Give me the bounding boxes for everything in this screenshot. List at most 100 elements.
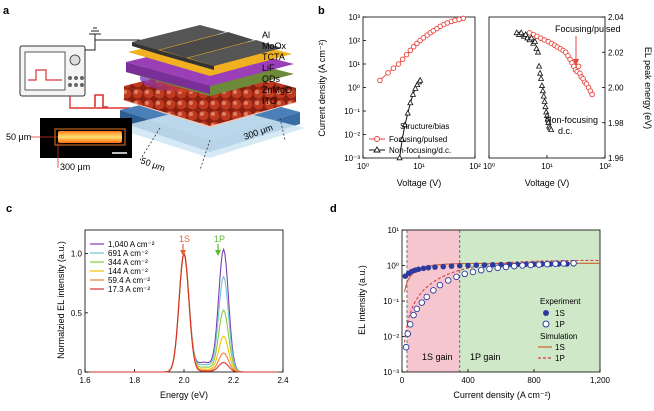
data-point-nonfocusing bbox=[518, 29, 525, 36]
data-point-1S bbox=[425, 264, 432, 271]
data-point-focusing bbox=[377, 77, 383, 84]
b-left-series bbox=[377, 15, 467, 161]
data-point-1P bbox=[404, 330, 412, 337]
wire-bottom bbox=[69, 96, 130, 109]
data-point-nonfocusing bbox=[398, 136, 406, 142]
data-point-nonfocusing bbox=[539, 87, 547, 94]
data-point-1S bbox=[415, 266, 422, 273]
data-point-nonfocusing bbox=[534, 48, 542, 55]
data-point-1P bbox=[410, 311, 417, 319]
d-legend-exp-1P: 1P bbox=[555, 320, 565, 329]
data-point-1P bbox=[461, 270, 468, 278]
x-tick-label: 10² bbox=[599, 162, 611, 171]
d-legend: Experiment 1S 1P Simulation 1S 1P bbox=[538, 297, 581, 363]
data-point-1S bbox=[473, 262, 480, 268]
legend-label: 344 A cm⁻² bbox=[108, 258, 148, 267]
b-right-label-focusing: Focusing/pulsed bbox=[555, 24, 621, 34]
b-right-label-dc: d.c. bbox=[558, 126, 573, 136]
x-tick-label: 1.8 bbox=[129, 376, 141, 385]
y-tick-label: 0.5 bbox=[71, 309, 83, 318]
y-tick-label: 1.96 bbox=[608, 154, 624, 163]
b-right-axes: 1.96 1.98 2.00 2.02 2.04 10⁰ 10¹ 10² bbox=[483, 13, 624, 171]
b-right-xlabel: Voltage (V) bbox=[525, 178, 570, 188]
d-axes: 0 400 800 1,200 10⁻³ 10⁻² 10⁻¹ 10⁰ 10¹ bbox=[383, 226, 610, 385]
y-tick-label: 2.04 bbox=[608, 13, 624, 22]
y-tick-label: 10⁻³ bbox=[383, 368, 399, 377]
c-peak-1P-arrowhead bbox=[215, 250, 221, 256]
x-tick-label: 10¹ bbox=[413, 162, 425, 171]
data-point-focusing bbox=[390, 65, 397, 71]
data-point-1S bbox=[448, 263, 455, 269]
d-legend-sim-1S: 1S bbox=[555, 343, 565, 352]
panel-c: c 1.6 1.8 2.0 2.2 2.4 0 0.5 1.0 Normalzied EL i… bbox=[6, 203, 289, 400]
dimension-50um-bottom: 50 μm bbox=[139, 155, 166, 173]
data-point-nonfocusing bbox=[542, 103, 549, 110]
data-point-1P bbox=[453, 273, 460, 281]
y-tick-label: 10⁻¹ bbox=[383, 297, 399, 306]
data-point-1P bbox=[413, 305, 421, 313]
layer-label: ZnMgO bbox=[262, 85, 292, 95]
x-tick-label: 0 bbox=[400, 376, 405, 385]
data-point-nonfocusing bbox=[407, 99, 414, 106]
data-point-nonfocusing bbox=[537, 75, 545, 81]
data-point-1S bbox=[456, 263, 463, 269]
data-point-1S bbox=[489, 261, 496, 268]
wire-top bbox=[85, 39, 140, 51]
data-point-nonfocusing bbox=[531, 38, 539, 44]
x-tick-label: 1.6 bbox=[79, 376, 91, 385]
data-point-nonfocusing bbox=[535, 62, 543, 69]
y-tick-label: 1.0 bbox=[71, 250, 83, 259]
x-tick-label: 400 bbox=[461, 376, 475, 385]
x-tick-label: 2.0 bbox=[178, 376, 190, 385]
layer-label: ITO bbox=[262, 96, 277, 106]
data-point-focusing bbox=[460, 15, 467, 22]
panel-d: d 0 400 800 1,200 10⁻³ 10⁻² 10⁻¹ 10⁰ 10¹ EL inte… bbox=[330, 203, 611, 400]
y-tick-label: 10⁻² bbox=[383, 333, 399, 342]
data-point-focusing bbox=[589, 91, 595, 98]
device-stack bbox=[115, 25, 305, 171]
data-point-nonfocusing bbox=[541, 97, 548, 104]
x-tick-label: 800 bbox=[527, 376, 541, 385]
data-point-nonfocusing bbox=[547, 126, 555, 133]
emission-micrograph bbox=[40, 118, 132, 158]
data-point-1P bbox=[486, 265, 493, 273]
b-left-legend: Structure/bias Focusing/pulsed Non-focus… bbox=[369, 122, 451, 155]
legend-label: 17.3 A cm⁻² bbox=[108, 285, 150, 294]
layer-label: LiF bbox=[262, 63, 275, 73]
c-axes: 1.6 1.8 2.0 2.2 2.4 0 0.5 1.0 bbox=[71, 250, 289, 385]
y-tick-label: 10⁻³ bbox=[344, 154, 360, 163]
panel-label-c: c bbox=[6, 203, 12, 215]
d-series bbox=[402, 259, 600, 351]
data-point-1P bbox=[407, 321, 414, 328]
data-point-1P bbox=[552, 260, 559, 268]
layer-label: QDs bbox=[262, 74, 281, 84]
dimension-300um-left: 300 μm bbox=[60, 162, 90, 172]
y-tick-label: 10⁰ bbox=[348, 84, 360, 93]
data-point-1P bbox=[423, 293, 431, 301]
region-1S-gain bbox=[406, 230, 460, 372]
panel-label-b: b bbox=[318, 5, 325, 17]
data-point-focusing bbox=[399, 56, 406, 62]
data-point-nonfocusing bbox=[409, 90, 417, 97]
region-1P-gain bbox=[459, 230, 600, 372]
data-point-focusing bbox=[575, 63, 582, 70]
data-point-focusing bbox=[385, 70, 391, 76]
y-tick-label: 10⁻¹ bbox=[344, 107, 360, 116]
data-point-nonfocusing bbox=[396, 154, 403, 161]
data-point-nonfocusing bbox=[536, 69, 544, 76]
data-point-1P bbox=[502, 263, 510, 271]
b-right-ylabel: EL peak energy (eV) bbox=[643, 47, 653, 129]
c-peak-1P-label: 1P bbox=[214, 234, 225, 244]
data-point-1P bbox=[418, 299, 426, 306]
data-point-1S bbox=[432, 264, 438, 270]
d-legend-experiment: Experiment bbox=[540, 297, 581, 306]
dimension-50um-left: 50 μm bbox=[6, 132, 31, 142]
y-tick-label: 2.00 bbox=[608, 84, 624, 93]
data-point-1P bbox=[519, 262, 526, 269]
data-point-nonfocusing bbox=[543, 108, 550, 115]
layer-label: Al bbox=[262, 30, 270, 40]
y-tick-label: 2.02 bbox=[608, 48, 624, 57]
c-peak-1S-arrowhead bbox=[180, 250, 186, 256]
d-legend-marker-1P bbox=[542, 320, 550, 328]
